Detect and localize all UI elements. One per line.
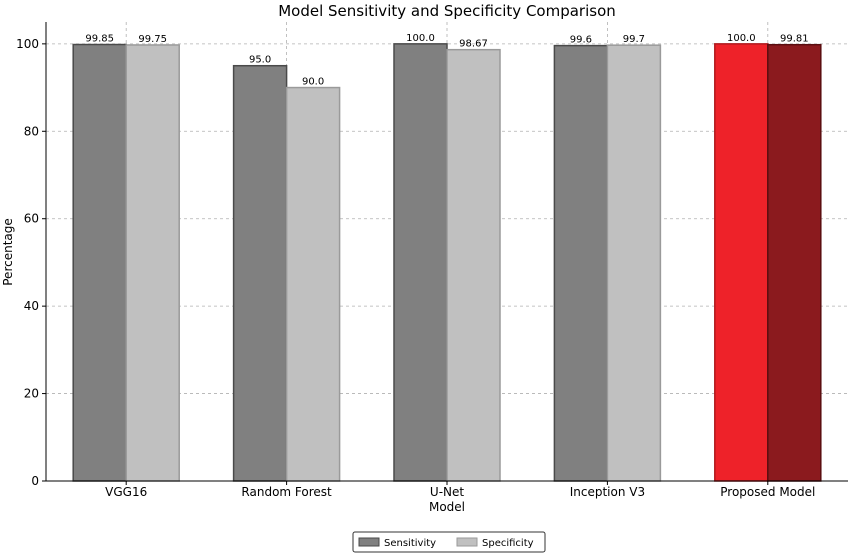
legend-swatch-specificity <box>456 537 478 547</box>
data-label: 98.67 <box>459 39 488 50</box>
bar-specificity-random-forest <box>285 86 341 482</box>
bar-sensitivity-random-forest <box>232 64 288 482</box>
x-tick-label: VGG16 <box>105 485 147 499</box>
bar-specificity-proposed-model <box>767 43 822 482</box>
data-label: 99.81 <box>780 34 809 45</box>
legend: Sensitivity Specificity <box>352 531 546 553</box>
bar-sensitivity-vgg16 <box>72 43 127 482</box>
data-label: 99.85 <box>85 34 114 45</box>
y-axis-label: Percentage <box>1 218 15 286</box>
axes: 0 20 40 60 80 100 VGG16 Random Forest U-Net Incep… <box>16 22 848 499</box>
bar-sensitivity-inception-v3 <box>553 44 609 482</box>
x-tick-label: Proposed Model <box>720 485 815 499</box>
y-tick-label: 80 <box>24 124 39 138</box>
bar-sensitivity-u-net <box>393 43 448 482</box>
data-label: 99.6 <box>570 35 592 46</box>
chart-title: Model Sensitivity and Specificity Compar… <box>278 2 616 20</box>
bar-sensitivity-proposed-model <box>714 43 769 482</box>
data-label: 99.7 <box>623 34 645 45</box>
bar-specificity-vgg16 <box>125 44 180 482</box>
x-tick-label: Inception V3 <box>570 485 645 499</box>
data-label: 90.0 <box>302 77 324 88</box>
bar-specificity-inception-v3 <box>606 44 662 482</box>
y-tick-label: 60 <box>24 212 39 226</box>
x-axis-label: Model <box>429 500 465 514</box>
y-tick-label: 0 <box>31 474 39 488</box>
legend-swatch-sensitivity <box>358 537 380 547</box>
data-label: 100.0 <box>406 33 435 44</box>
data-label: 100.0 <box>727 33 756 44</box>
legend-label-specificity: Specificity <box>482 538 534 549</box>
x-tick-label: U-Net <box>430 485 464 499</box>
data-label: 95.0 <box>249 55 271 66</box>
bars: 99.85 99.75 95.0 90.0 100.0 98.67 99.6 99.7 100.… <box>72 33 822 482</box>
legend-label-sensitivity: Sensitivity <box>384 538 436 549</box>
bar-specificity-u-net <box>446 48 501 482</box>
y-tick-label: 40 <box>24 299 39 313</box>
y-tick-label: 20 <box>24 387 39 401</box>
x-tick-label: Random Forest <box>241 485 332 499</box>
y-tick-label: 100 <box>16 37 39 51</box>
legend-frame <box>352 531 546 553</box>
data-label: 99.75 <box>138 34 167 45</box>
